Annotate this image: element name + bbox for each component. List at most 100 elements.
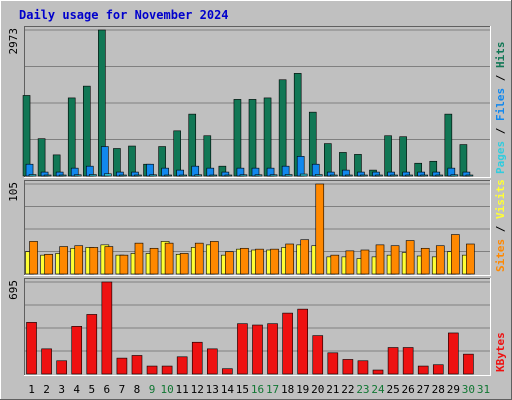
day-label-16: 16 xyxy=(251,383,264,396)
bar-sites-day-16 xyxy=(255,248,264,275)
bar-pages-day-28 xyxy=(435,174,444,177)
legend-visits: Visits xyxy=(494,179,507,219)
bar-kbytes-day-4 xyxy=(71,326,83,375)
bar-sites-day-28 xyxy=(435,245,445,275)
x-axis-day-labels: 1 2 3 4 5 6 7 8 9 10 11 12 13 14 15 16 17 18 19 20 21 22 23 24 2… xyxy=(28,383,490,396)
bar-sites-day-14 xyxy=(225,251,234,275)
bar-files-day-19 xyxy=(296,156,305,177)
day-label-21: 21 xyxy=(326,383,339,396)
bar-pages-day-5 xyxy=(88,174,97,177)
bar-kbytes-day-18 xyxy=(282,312,293,375)
bar-kbytes-day-22 xyxy=(342,359,354,375)
max-value-label: 695 xyxy=(7,280,20,300)
bar-sites-day-10 xyxy=(164,242,174,275)
bar-pages-day-9 xyxy=(149,174,157,177)
bar-hits-day-8 xyxy=(128,145,136,177)
bar-hits-day-5 xyxy=(82,85,91,177)
bar-sites-day-29 xyxy=(451,234,460,275)
legend-kbytes: KBytes xyxy=(494,332,507,372)
day-label-15: 15 xyxy=(236,383,249,396)
bar-sites-day-2 xyxy=(44,253,53,275)
day-label-8: 8 xyxy=(134,383,141,396)
bar-pages-day-4 xyxy=(73,174,82,177)
bar-kbytes-day-20 xyxy=(312,335,324,375)
max-value-label: 2973 xyxy=(7,28,20,55)
bar-pages-day-19 xyxy=(299,173,308,177)
bar-hits-day-29 xyxy=(444,113,453,177)
bar-sites-day-21 xyxy=(330,254,340,275)
bar-kbytes-day-1 xyxy=(26,322,37,375)
day-label-26: 26 xyxy=(402,383,415,396)
day-label-30: 30 xyxy=(462,383,475,396)
bar-kbytes-day-29 xyxy=(448,332,459,375)
bar-sites-day-13 xyxy=(210,241,219,275)
panel-kbytes: 695 KBytes xyxy=(7,278,507,376)
bar-kbytes-day-13 xyxy=(207,348,218,375)
bar-sites-day-3 xyxy=(59,246,68,275)
day-label-27: 27 xyxy=(417,383,430,396)
bar-hits-day-2 xyxy=(37,138,46,177)
bar-kbytes-day-24 xyxy=(372,369,384,375)
day-label-23: 23 xyxy=(356,383,369,396)
bar-kbytes-day-15 xyxy=(237,323,248,375)
legend-hits_files_pages: Pages / Files / Hits xyxy=(494,42,507,175)
bar-sites-day-1 xyxy=(29,241,38,275)
bar-sites-day-25 xyxy=(390,245,400,275)
bar-kbytes-day-10 xyxy=(161,365,173,375)
bar-hits-day-26 xyxy=(399,136,407,177)
chart-panels: 2973 Pages / Files / Hits 105 Sites / Visit… xyxy=(7,26,507,376)
day-label-3: 3 xyxy=(58,383,65,396)
day-label-29: 29 xyxy=(447,383,460,396)
bar-kbytes-day-30 xyxy=(463,353,474,375)
bar-kbytes-day-17 xyxy=(267,323,278,375)
max-value-label: 105 xyxy=(7,182,20,202)
day-label-10: 10 xyxy=(160,383,173,396)
bar-pages-day-1 xyxy=(28,174,37,177)
bar-pages-day-25 xyxy=(390,174,398,177)
bar-kbytes-day-11 xyxy=(176,356,188,375)
bar-pages-day-18 xyxy=(284,174,293,177)
bar-pages-day-23 xyxy=(360,174,368,177)
bar-sites-day-27 xyxy=(420,247,430,275)
bar-sites-day-6 xyxy=(104,246,114,275)
bar-pages-day-7 xyxy=(119,174,127,177)
bar-kbytes-day-21 xyxy=(327,352,339,375)
bar-kbytes-day-5 xyxy=(86,314,98,375)
day-label-31: 31 xyxy=(477,383,490,396)
panel-hits_files_pages: 2973 Pages / Files / Hits xyxy=(7,26,507,178)
day-label-1: 1 xyxy=(28,383,35,396)
day-label-18: 18 xyxy=(281,383,294,396)
bar-sites-day-19 xyxy=(300,239,309,275)
day-label-7: 7 xyxy=(119,383,126,396)
bar-kbytes-day-26 xyxy=(402,347,414,375)
bar-pages-day-6 xyxy=(104,173,112,177)
bar-sites-day-7 xyxy=(119,254,129,275)
bar-files-day-9 xyxy=(146,163,154,177)
bar-pages-day-30 xyxy=(465,174,474,177)
legend-pages: Pages xyxy=(494,141,507,174)
bar-kbytes-day-28 xyxy=(432,364,444,375)
day-label-12: 12 xyxy=(191,383,204,396)
bar-sites-day-30 xyxy=(466,243,475,275)
legend-sites_visits: Sites / Visits xyxy=(494,179,507,272)
bar-kbytes-day-14 xyxy=(222,368,233,375)
bar-pages-day-22 xyxy=(345,174,353,177)
bar-kbytes-day-25 xyxy=(387,347,399,375)
bar-pages-day-8 xyxy=(134,174,142,177)
bar-hits-day-11 xyxy=(173,130,181,177)
bar-pages-day-3 xyxy=(58,174,67,177)
bar-kbytes-day-16 xyxy=(252,324,263,375)
day-label-25: 25 xyxy=(386,383,399,396)
bar-sites-day-24 xyxy=(375,244,385,275)
day-label-17: 17 xyxy=(266,383,279,396)
bar-sites-day-18 xyxy=(285,243,294,275)
bar-kbytes-day-2 xyxy=(41,348,52,375)
day-label-22: 22 xyxy=(341,383,354,396)
bar-sites-day-9 xyxy=(149,247,159,275)
legend-separator: / xyxy=(494,68,507,88)
bar-hits-day-25 xyxy=(384,135,392,177)
bar-pages-day-12 xyxy=(194,174,203,177)
bar-hits-day-15 xyxy=(233,99,242,177)
bar-kbytes-day-23 xyxy=(357,360,369,375)
